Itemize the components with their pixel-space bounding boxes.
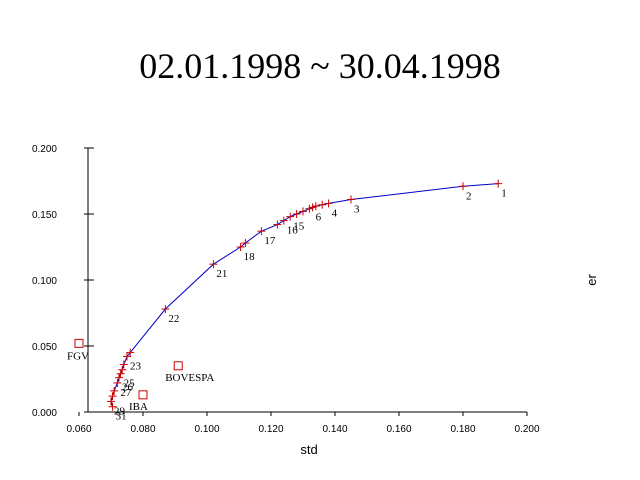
x-tick-label: 0.200 <box>514 424 539 435</box>
frontier-point-label: 4 <box>332 207 338 219</box>
asset-marker <box>173 361 183 371</box>
frontier-point <box>161 305 170 314</box>
y-tick-label: 0.150 <box>32 210 57 221</box>
frontier-point-label: 15 <box>293 221 305 233</box>
x-tick-label: 0.100 <box>194 424 219 435</box>
frontier-point-label: 29 <box>114 405 126 417</box>
axes: 0.060 0.080 0.100 0.120 0.140 0.160 0.180 0.200… <box>32 144 540 435</box>
point-labels-group: 12346151617182122232526272931FGVBOVESPAI… <box>67 188 507 423</box>
frontier-point <box>209 260 218 269</box>
frontier-point-label: 21 <box>216 268 227 280</box>
x-tick-label: 0.160 <box>386 424 411 435</box>
y-tick-label: 0.000 <box>32 408 57 419</box>
x-axis-label: std <box>300 442 317 457</box>
frontier-point <box>311 202 320 211</box>
frontier-point-label: 6 <box>316 211 322 223</box>
x-tick-label: 0.140 <box>322 424 347 435</box>
frontier-point <box>113 378 122 387</box>
frontier-point <box>308 203 317 212</box>
markers-group <box>74 179 503 411</box>
frontier-point <box>126 348 135 357</box>
asset-label: BOVESPA <box>165 372 214 384</box>
chart-title: 02.01.1998 ~ 30.04.1998 <box>139 46 501 86</box>
y-axis-label: er <box>584 274 599 286</box>
frontier-point <box>292 210 301 218</box>
asset-marker <box>74 338 84 348</box>
frontier-point <box>119 360 128 369</box>
y-tick-label: 0.100 <box>32 276 57 287</box>
frontier-point <box>459 182 467 191</box>
frontier-point <box>241 239 250 248</box>
frontier-point-label: 18 <box>244 251 256 263</box>
frontier-point <box>299 207 307 216</box>
x-tick-label: 0.120 <box>258 424 283 435</box>
frontier-point <box>286 212 295 221</box>
frontier-point-label: 22 <box>168 313 179 325</box>
frontier-point <box>108 402 117 411</box>
frontier-point-label: 17 <box>264 235 276 247</box>
frontier-point <box>123 352 131 361</box>
frontier-point <box>279 216 288 225</box>
asset-marker <box>138 390 148 400</box>
frontier-point <box>118 365 127 374</box>
x-tick-label: 0.060 <box>66 424 91 435</box>
y-tick-label: 0.050 <box>32 342 57 353</box>
frontier-point-label: 2 <box>466 190 472 202</box>
frontier-point <box>318 200 327 209</box>
frontier-point <box>110 386 119 395</box>
frontier-point-label: 25 <box>124 378 136 390</box>
frontier-point-label: 1 <box>501 188 507 200</box>
frontier-point-label: 16 <box>287 225 299 237</box>
frontier-point-label: 31 <box>116 411 127 423</box>
x-tick-label: 0.180 <box>450 424 475 435</box>
frontier-point <box>273 220 282 229</box>
y-tick-label: 0.200 <box>32 144 57 155</box>
frontier-point <box>324 199 333 208</box>
frontier-point <box>494 179 503 188</box>
frontier-point-label: 26 <box>122 382 134 394</box>
frontier-point <box>257 227 266 236</box>
frontier-point <box>107 397 115 406</box>
asset-label: FGV <box>67 350 89 362</box>
asset-label: IBA <box>129 401 148 413</box>
frontier-point <box>115 373 123 382</box>
frontier-point <box>108 392 117 401</box>
x-tick-label: 0.080 <box>130 424 155 435</box>
frontier-point <box>116 369 125 378</box>
frontier-point <box>305 204 314 213</box>
frontier-point-label: 27 <box>120 387 131 399</box>
frontier-point <box>236 243 245 251</box>
frontier-point-label: 3 <box>354 203 360 215</box>
frontier-point <box>347 195 355 204</box>
frontier-point-label: 23 <box>130 361 142 373</box>
